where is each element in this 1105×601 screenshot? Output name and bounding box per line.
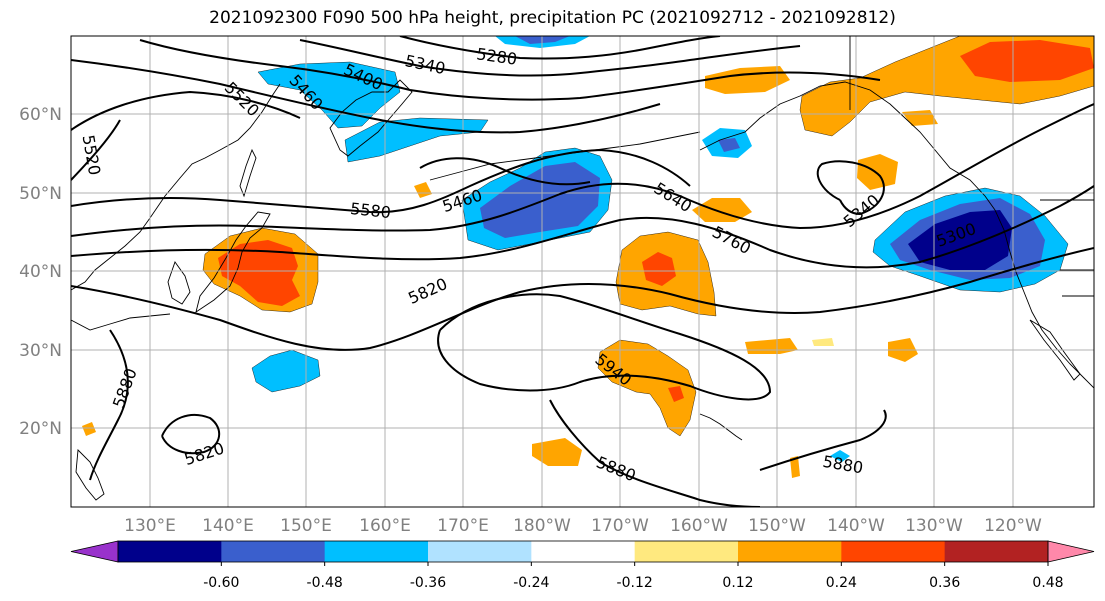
colorbar: -0.60 -0.48 -0.36 -0.24 -0.12 0.12 0.24 0.36 0.4… bbox=[70, 540, 1095, 591]
latitude-labels: 60°N 50°N 40°N 30°N 20°N bbox=[19, 105, 62, 439]
coast-baja bbox=[1029, 319, 1081, 381]
precip-blob-neg-gulf-ak-inner bbox=[718, 138, 740, 152]
precip-blob-pos-small-1 bbox=[857, 154, 898, 190]
precip-positive-shading bbox=[82, 36, 1094, 478]
colorbar-segment bbox=[428, 541, 532, 562]
contour-5880-east bbox=[759, 409, 887, 471]
colorbar-tick-label: 0.48 bbox=[1032, 575, 1063, 591]
contour-5460-north bbox=[71, 59, 661, 134]
precip-blob-neg-central-inner bbox=[480, 162, 600, 238]
lat-label-40n: 40°N bbox=[19, 262, 62, 282]
precip-blob-pos-japan-inner bbox=[218, 240, 300, 306]
lon-label-160w: 160°W bbox=[670, 516, 728, 536]
precip-blob-pos-hawaii-inner bbox=[668, 386, 684, 402]
colorbar-segment bbox=[738, 541, 842, 562]
colorbar-tick-label: 0.36 bbox=[929, 575, 960, 591]
lon-label-150e: 150°E bbox=[280, 516, 332, 536]
coast-china-south bbox=[71, 313, 171, 331]
coast-east-asia bbox=[71, 83, 281, 291]
lon-label-130w: 130°W bbox=[905, 516, 963, 536]
precip-blob-pos-small-9 bbox=[82, 422, 96, 436]
coast-canada-border bbox=[849, 36, 1094, 297]
map-frame bbox=[70, 35, 1095, 508]
colorbar-segment bbox=[118, 541, 222, 562]
colorbar-segment bbox=[944, 541, 1049, 562]
lon-label-160e: 160°E bbox=[359, 516, 411, 536]
contour-5460-central bbox=[419, 157, 591, 186]
colorbar-tick-label: 0.24 bbox=[826, 575, 857, 591]
contour-5760 bbox=[71, 185, 1094, 269]
precip-blob-neg-kamchatka bbox=[257, 61, 401, 129]
coast-sakhalin bbox=[239, 148, 257, 198]
lon-label-170w: 170°W bbox=[591, 516, 649, 536]
map-title: 2021092300 F090 500 hPa height, precipit… bbox=[209, 8, 896, 28]
colorbar-tick-label: -0.36 bbox=[410, 575, 446, 591]
precip-blob-neg-subtropical bbox=[251, 349, 321, 393]
coast-kamchatka bbox=[329, 79, 413, 157]
contour-5820-small bbox=[161, 413, 220, 455]
contour-5520-west bbox=[71, 90, 301, 131]
colorbar-extend-high bbox=[1047, 540, 1095, 563]
contour-5940 bbox=[437, 293, 772, 401]
contour-5340-north bbox=[299, 39, 801, 77]
contour-5640 bbox=[71, 103, 1094, 237]
colorbar-segment bbox=[634, 541, 739, 562]
coast-hawaii bbox=[699, 413, 743, 441]
lat-label-50n: 50°N bbox=[19, 184, 62, 204]
lat-label-30n: 30°N bbox=[19, 341, 62, 361]
coast-korea bbox=[167, 261, 191, 305]
precip-blob-pos-small-4 bbox=[532, 438, 582, 466]
colorbar-segment bbox=[841, 541, 946, 562]
contour-5880-south bbox=[549, 399, 761, 507]
lat-label-60n: 60°N bbox=[19, 105, 62, 125]
height-contours bbox=[71, 36, 1094, 507]
map-plot-area: 5280 5340 5400 5460 5520 5520 5580 5460 … bbox=[71, 36, 1094, 507]
lon-label-140e: 140°E bbox=[202, 516, 254, 536]
lon-label-170e: 170°E bbox=[437, 516, 489, 536]
precip-blob-pos-small-7 bbox=[790, 456, 800, 478]
graticule bbox=[71, 36, 1094, 507]
lon-label-120w: 120°W bbox=[984, 516, 1042, 536]
contour-5820-main bbox=[71, 247, 1094, 351]
colorbar-tick-label: 0.12 bbox=[722, 575, 753, 591]
colorbar-tick-label: -0.60 bbox=[203, 575, 239, 591]
colorbar-tick-label: -0.12 bbox=[617, 575, 653, 591]
contour-5340-east bbox=[816, 160, 885, 216]
contour-5520-left bbox=[71, 119, 121, 181]
contour-label-5580: 5580 bbox=[349, 199, 391, 222]
colorbar-ticks: -0.60 -0.48 -0.36 -0.24 -0.12 0.12 0.24 0.36 0.4… bbox=[203, 562, 1064, 591]
coast-philippines bbox=[75, 449, 105, 501]
colorbar-extend-low bbox=[70, 540, 119, 563]
longitude-labels: 130°E 140°E 150°E 160°E 170°E 180°W 170°… bbox=[124, 516, 1042, 536]
coast-alaska bbox=[699, 81, 996, 211]
colorbar-tick-label: -0.48 bbox=[307, 575, 343, 591]
precip-blob-pos-nw-canada-inner bbox=[960, 40, 1094, 82]
precip-blob-pos-central-inner bbox=[642, 252, 676, 286]
colorbar-segments bbox=[70, 540, 1095, 563]
precip-blob-pos-small-6 bbox=[414, 182, 432, 198]
contour-5580 bbox=[71, 148, 691, 214]
lon-label-150w: 150°W bbox=[748, 516, 806, 536]
contour-5880-west bbox=[89, 329, 129, 481]
contour-5400 bbox=[139, 39, 881, 101]
lon-label-140w: 140°W bbox=[827, 516, 885, 536]
coast-north-america bbox=[994, 209, 1094, 389]
lon-label-130e: 130°E bbox=[124, 516, 176, 536]
colorbar-tick-label: -0.24 bbox=[513, 575, 549, 591]
colorbar-segment bbox=[531, 541, 636, 562]
lon-label-180w: 180°W bbox=[513, 516, 571, 536]
precip-blob-pos-small-8 bbox=[812, 338, 834, 346]
colorbar-frame bbox=[117, 540, 1049, 563]
colorbar-segment bbox=[221, 541, 326, 562]
contour-5280 bbox=[399, 36, 721, 60]
lat-label-20n: 20°N bbox=[19, 419, 62, 439]
colorbar-segment bbox=[324, 541, 429, 562]
precip-blob-pos-gulf-ak-2 bbox=[692, 198, 752, 222]
precip-blob-neg-small bbox=[830, 450, 850, 462]
